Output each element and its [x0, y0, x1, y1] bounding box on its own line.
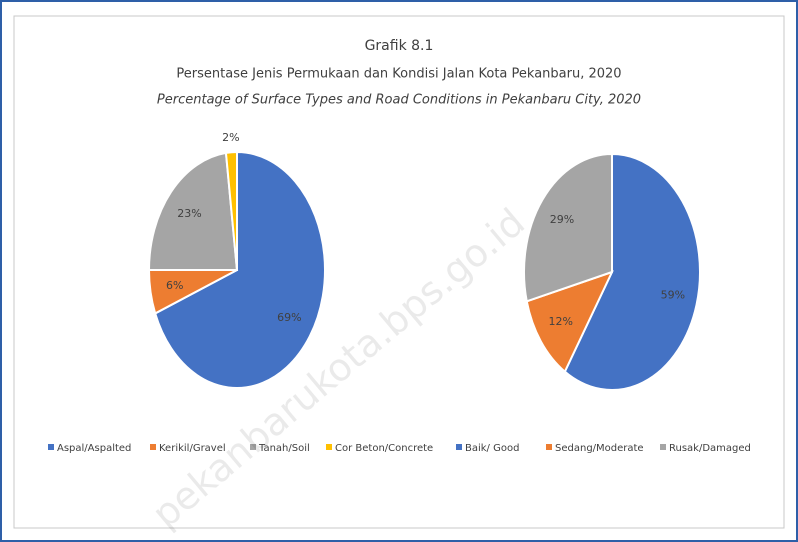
chart-subtitle: Persentase Jenis Permukaan dan Kondisi J… — [176, 67, 621, 82]
legend-marker — [456, 444, 462, 450]
legend-marker — [546, 444, 552, 450]
legend-marker — [250, 444, 256, 450]
pie-slice — [153, 150, 326, 389]
legend-marker — [150, 444, 156, 450]
data-label: 69% — [277, 311, 301, 324]
legend-marker — [48, 444, 54, 450]
legend-label: Rusak/Damaged — [669, 443, 751, 454]
pie-slice — [523, 152, 613, 303]
legend-label: Baik/ Good — [465, 443, 519, 454]
data-label: 2% — [222, 131, 239, 144]
pie-slice — [147, 151, 239, 271]
data-label: 59% — [661, 289, 685, 302]
data-label: 12% — [549, 315, 573, 328]
pie-slice — [224, 150, 238, 271]
chart-subtitle-en: Percentage of Surface Types and Road Con… — [157, 93, 641, 108]
pie-slice — [563, 152, 701, 391]
legend-label: Tanah/Soil — [258, 443, 310, 454]
legend-label: Aspal/Aspalted — [57, 443, 131, 454]
chart-title: Grafik 8.1 — [365, 38, 434, 54]
pie-slice — [525, 270, 614, 374]
data-label: 6% — [166, 279, 183, 292]
legend-label: Cor Beton/Concrete — [335, 443, 433, 454]
data-label: 23% — [177, 207, 201, 220]
plots: 69% Aspal/Aspalted 6% Kerikil/Gravel 23% Tana… — [48, 131, 751, 454]
legend-marker — [326, 444, 332, 450]
legend-label: Sedang/Moderate — [555, 443, 644, 454]
legend-label: Kerikil/Gravel — [159, 443, 226, 454]
legend-marker — [660, 444, 666, 450]
data-label: 29% — [550, 213, 574, 226]
